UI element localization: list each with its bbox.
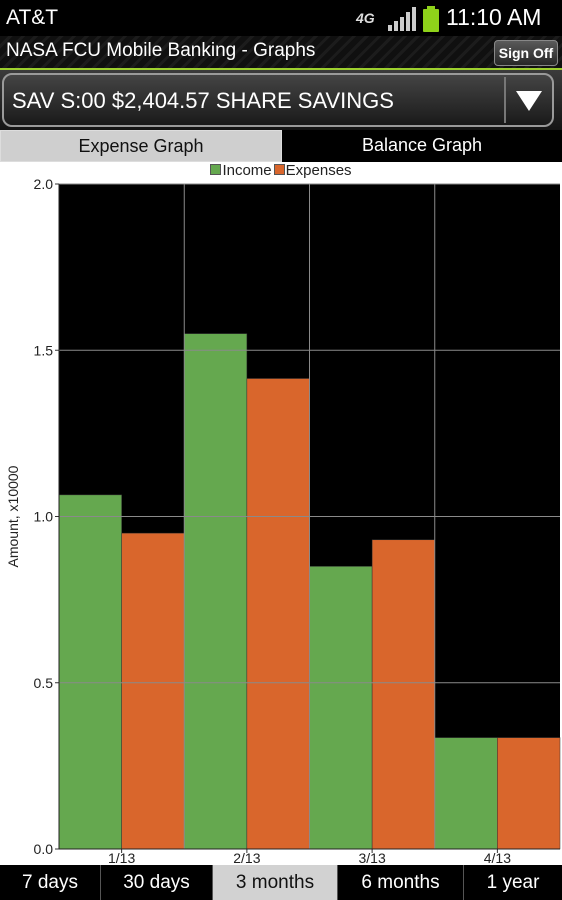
bar-expenses-1: [246, 378, 310, 850]
tab-balance-graph[interactable]: Balance Graph: [282, 130, 562, 162]
range-tab-6-months[interactable]: 6 months: [338, 865, 464, 900]
y-tick-label: 2.0: [34, 176, 54, 192]
expense-chart: Income Expenses 0.0 0.5 1.0 1.5 2.0 1/13 2/13 3/…: [0, 162, 562, 865]
status-bar: AT&T 4G 11:10 AM: [0, 0, 562, 36]
battery-icon: [423, 6, 439, 32]
sign-off-button[interactable]: Sign Off: [494, 40, 558, 66]
bar-income-3: [434, 737, 498, 850]
network-type-icon: 4G: [356, 10, 375, 26]
legend-swatch-expenses: [273, 164, 285, 175]
graph-tabs: Expense Graph Balance Graph: [0, 130, 562, 162]
bar-income-2: [309, 566, 373, 850]
range-tab-7-days[interactable]: 7 days: [0, 865, 101, 900]
legend-label-expenses: Expenses: [285, 162, 352, 179]
legend-label-income: Income: [222, 162, 272, 179]
bar-income-0: [58, 494, 122, 850]
tab-expense-graph[interactable]: Expense Graph: [0, 130, 282, 162]
bar-income-1: [184, 333, 248, 850]
clock: 11:10 AM: [446, 4, 542, 30]
y-tick-label: 0.5: [34, 675, 54, 691]
chevron-down-icon: [516, 91, 542, 111]
carrier-label: AT&T: [6, 6, 59, 29]
range-tab-1-year[interactable]: 1 year: [486, 872, 540, 893]
signal-strength-icon: [388, 7, 416, 31]
bar-expenses-3: [497, 737, 561, 850]
x-tick-label: 2/13: [233, 850, 260, 865]
chart-canvas: 0.0 0.5 1.0 1.5 2.0 1/13 2/13 3/13 4/13 Amount, x…: [5, 176, 561, 865]
dropdown-button[interactable]: [504, 77, 550, 123]
account-selected-value: SAV S:00 $2,404.57 SHARE SAVINGS: [12, 88, 394, 113]
legend-swatch-income: [210, 164, 222, 175]
chart-legend: Income Expenses: [0, 162, 562, 180]
range-tab-30-days[interactable]: 30 days: [101, 865, 213, 900]
legend-item-income: Income: [210, 162, 272, 179]
page-title: NASA FCU Mobile Banking - Graphs: [6, 40, 316, 61]
range-tab-3-months[interactable]: 3 months: [213, 865, 338, 900]
y-tick-label: 1.0: [34, 509, 54, 525]
bar-expenses-2: [371, 539, 435, 850]
legend-item-expenses: Expenses: [273, 162, 352, 179]
y-axis-label: Amount, x10000: [5, 465, 21, 567]
x-tick-label: 4/13: [484, 850, 511, 865]
title-bar: NASA FCU Mobile Banking - Graphs Sign Of…: [0, 36, 562, 70]
y-tick-label: 0.0: [34, 841, 54, 857]
range-tabs: 7 days 30 days 3 months 6 months 1 year: [0, 865, 562, 900]
bar-expenses-0: [121, 532, 185, 850]
y-tick-label: 1.5: [34, 342, 54, 358]
account-dropdown[interactable]: SAV S:00 $2,404.57 SHARE SAVINGS: [2, 73, 554, 127]
x-tick-label: 1/13: [108, 850, 135, 865]
x-tick-label: 3/13: [359, 850, 386, 865]
account-selector-row: SAV S:00 $2,404.57 SHARE SAVINGS: [0, 70, 562, 130]
